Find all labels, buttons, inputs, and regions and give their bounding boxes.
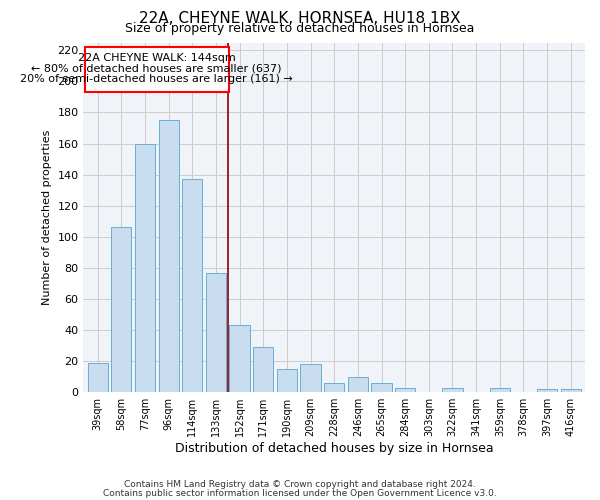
Text: Size of property relative to detached houses in Hornsea: Size of property relative to detached ho… xyxy=(125,22,475,35)
Bar xyxy=(88,362,107,392)
Bar xyxy=(395,388,415,392)
Bar xyxy=(253,347,273,392)
Bar xyxy=(158,120,179,392)
Bar xyxy=(277,369,297,392)
Bar xyxy=(348,376,368,392)
Text: 22A CHEYNE WALK: 144sqm: 22A CHEYNE WALK: 144sqm xyxy=(78,54,236,64)
Bar xyxy=(537,389,557,392)
Bar xyxy=(490,388,510,392)
Text: Contains HM Land Registry data © Crown copyright and database right 2024.: Contains HM Land Registry data © Crown c… xyxy=(124,480,476,489)
Bar xyxy=(182,180,202,392)
Bar xyxy=(561,389,581,392)
Bar xyxy=(206,272,226,392)
Text: ← 80% of detached houses are smaller (637): ← 80% of detached houses are smaller (63… xyxy=(31,64,282,74)
X-axis label: Distribution of detached houses by size in Hornsea: Distribution of detached houses by size … xyxy=(175,442,494,455)
Text: 20% of semi-detached houses are larger (161) →: 20% of semi-detached houses are larger (… xyxy=(20,74,293,84)
Bar xyxy=(229,326,250,392)
Bar xyxy=(135,144,155,392)
Bar xyxy=(442,388,463,392)
Text: 22A, CHEYNE WALK, HORNSEA, HU18 1BX: 22A, CHEYNE WALK, HORNSEA, HU18 1BX xyxy=(139,11,461,26)
FancyBboxPatch shape xyxy=(85,47,229,92)
Bar xyxy=(301,364,320,392)
Text: Contains public sector information licensed under the Open Government Licence v3: Contains public sector information licen… xyxy=(103,488,497,498)
Bar xyxy=(371,383,392,392)
Bar xyxy=(111,228,131,392)
Y-axis label: Number of detached properties: Number of detached properties xyxy=(42,130,52,305)
Bar xyxy=(324,383,344,392)
